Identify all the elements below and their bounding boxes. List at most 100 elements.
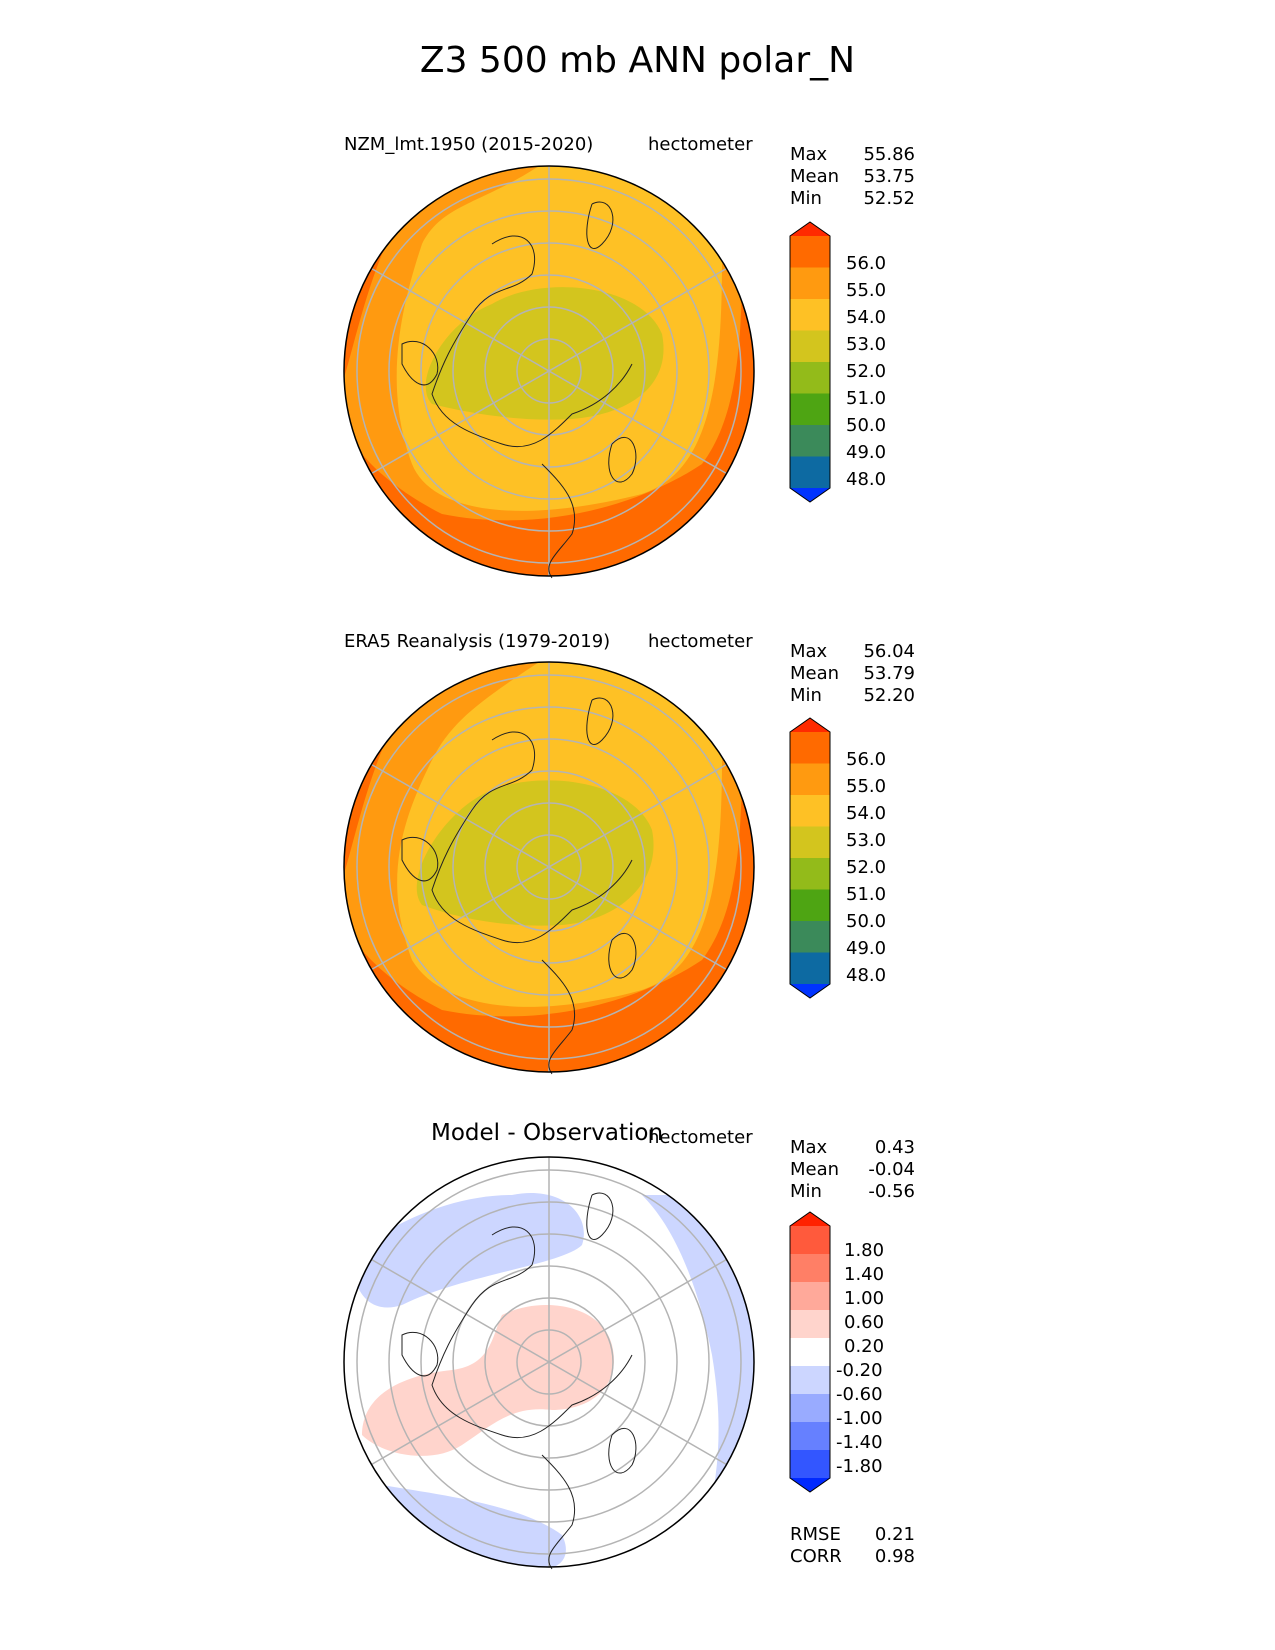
stat-label: Mean <box>790 1159 840 1180</box>
coastlines <box>401 697 637 1075</box>
cb-label: 0.20 <box>844 1336 885 1357</box>
stat-value: 53.79 <box>863 663 915 684</box>
cb-label: 1.00 <box>844 1288 885 1309</box>
colorbar-swatches <box>789 221 831 503</box>
map-boundary <box>343 661 755 1073</box>
colorbar-swatch <box>790 1226 830 1255</box>
colorbar-swatch <box>790 362 830 394</box>
cb-label: 51.0 <box>846 388 887 409</box>
colorbar-swatch <box>790 826 830 859</box>
colorbar-extend-top <box>790 222 830 236</box>
cb-label: 54.0 <box>846 803 887 824</box>
figure-title: Z3 500 mb ANN polar_N <box>419 40 856 81</box>
cb-label: 1.40 <box>844 1264 885 1285</box>
coastlines <box>401 201 637 579</box>
colorbar-swatch <box>790 952 830 985</box>
cb-label: 50.0 <box>846 415 887 436</box>
colorbar-swatches <box>789 717 831 999</box>
colorbar-swatch <box>790 1366 830 1395</box>
colorbar-swatch <box>790 1450 830 1479</box>
colorbar-swatch <box>790 1394 830 1423</box>
stat-label: Mean <box>790 663 840 684</box>
colorbar-swatch <box>790 236 830 268</box>
diff-negative-region <box>352 1193 584 1308</box>
cb-label: -1.40 <box>836 1432 883 1453</box>
cb-label: 51.0 <box>846 884 887 905</box>
stat-label: Min <box>790 685 822 706</box>
colorbar-swatches <box>789 1211 831 1493</box>
stat-label: Mean <box>790 166 840 187</box>
coastlines <box>401 1192 637 1570</box>
colorbar-swatch <box>790 795 830 827</box>
colorbar-outline <box>789 717 831 999</box>
cb-label: 56.0 <box>846 749 887 770</box>
diff-negative-region <box>642 1195 754 1535</box>
cb-label: 49.0 <box>846 938 887 959</box>
stat-value: 52.20 <box>863 685 915 706</box>
colorbar-extend-top <box>790 718 830 732</box>
cb-label: 53.0 <box>846 830 887 851</box>
metric-value: 0.21 <box>874 1524 915 1545</box>
colorbar-extend-bottom <box>790 1478 830 1492</box>
cb-label: 1.80 <box>844 1240 885 1261</box>
field-band-53 <box>416 780 654 926</box>
colorbar-outline <box>789 1211 831 1493</box>
graticule <box>356 662 742 1072</box>
ref-panel-title: ERA5 Reanalysis (1979-2019) <box>344 631 611 652</box>
cb-label: 0.60 <box>844 1312 885 1333</box>
stat-value: 55.86 <box>863 144 915 165</box>
colorbar-swatch <box>790 921 830 953</box>
stat-label: Max <box>790 144 828 165</box>
test-polar-map <box>343 165 755 579</box>
metric-label: CORR <box>790 1546 842 1567</box>
diff-panel-title: Model - Observation <box>431 1120 664 1146</box>
colorbar-outline <box>789 221 831 503</box>
colorbar-swatch <box>790 858 830 890</box>
test-panel-title: NZM_lmt.1950 (2015-2020) <box>344 134 594 155</box>
cb-label: 55.0 <box>846 776 887 797</box>
field-band-53 <box>425 287 664 420</box>
colorbar-swatch <box>790 1254 830 1283</box>
cb-label: -1.00 <box>836 1408 883 1429</box>
cb-label: -0.60 <box>836 1384 883 1405</box>
colorbar-swatch <box>790 1282 830 1311</box>
metric-value: 0.98 <box>874 1546 915 1567</box>
colorbar-swatch <box>790 425 830 457</box>
diff-metrics: RMSE 0.21 CORR 0.98 <box>790 1524 915 1568</box>
cb-label: -0.20 <box>836 1360 883 1381</box>
colorbar-swatch <box>790 456 830 489</box>
colorbar-swatch <box>790 330 830 363</box>
field-colorbar-1 <box>789 221 831 503</box>
colorbar-swatch <box>790 763 830 796</box>
cb-label: 49.0 <box>846 442 887 463</box>
stat-value: 0.43 <box>874 1137 915 1158</box>
ref-polar-map <box>343 661 755 1075</box>
graticule <box>356 1157 742 1567</box>
stat-value: -0.56 <box>868 1181 915 1202</box>
graticule <box>356 166 742 576</box>
stat-value: 52.52 <box>863 188 915 209</box>
field-band-56 <box>344 264 754 576</box>
metric-label: RMSE <box>790 1524 841 1545</box>
stat-label: Min <box>790 1181 822 1202</box>
stat-label: Max <box>790 641 828 662</box>
test-panel-units: hectometer <box>648 134 753 155</box>
map-boundary <box>343 165 755 577</box>
colorbar-extend-top <box>790 1212 830 1226</box>
colorbar-swatch <box>790 1310 830 1339</box>
colorbar-swatch <box>790 267 830 300</box>
cb-label: 56.0 <box>846 253 887 274</box>
cb-label: 52.0 <box>846 857 887 878</box>
diff-colorbar <box>789 1211 831 1493</box>
stat-value: -0.04 <box>868 1159 915 1180</box>
colorbar-swatch <box>790 889 830 922</box>
colorbar-swatch <box>790 393 830 426</box>
field-band-56 <box>344 760 754 1072</box>
colorbar-extend-bottom <box>790 984 830 998</box>
colorbar-swatch <box>790 1422 830 1451</box>
stat-value: 53.75 <box>863 166 915 187</box>
cb-label: 50.0 <box>846 911 887 932</box>
cb-label: 48.0 <box>846 965 887 986</box>
colorbar-swatch <box>790 299 830 331</box>
cb-label: 52.0 <box>846 361 887 382</box>
